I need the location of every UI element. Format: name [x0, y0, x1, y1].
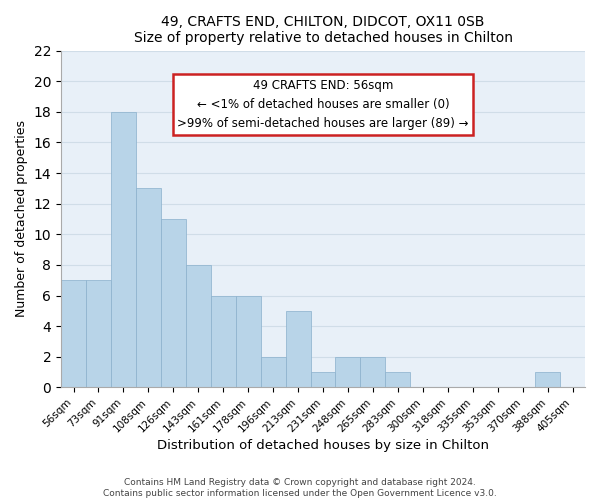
Bar [136, 188, 161, 388]
Bar [236, 296, 260, 388]
Bar [186, 265, 211, 388]
Bar [111, 112, 136, 388]
Bar [286, 311, 311, 388]
Bar [335, 356, 361, 388]
Text: 49 CRAFTS END: 56sqm
← <1% of detached houses are smaller (0)
>99% of semi-detac: 49 CRAFTS END: 56sqm ← <1% of detached h… [177, 79, 469, 130]
Bar [211, 296, 236, 388]
Bar [535, 372, 560, 388]
Bar [361, 356, 385, 388]
Bar [61, 280, 86, 388]
Bar [260, 356, 286, 388]
Bar [161, 219, 186, 388]
Y-axis label: Number of detached properties: Number of detached properties [15, 120, 28, 318]
Title: 49, CRAFTS END, CHILTON, DIDCOT, OX11 0SB
Size of property relative to detached : 49, CRAFTS END, CHILTON, DIDCOT, OX11 0S… [134, 15, 512, 45]
Bar [86, 280, 111, 388]
Text: Contains HM Land Registry data © Crown copyright and database right 2024.
Contai: Contains HM Land Registry data © Crown c… [103, 478, 497, 498]
Bar [311, 372, 335, 388]
X-axis label: Distribution of detached houses by size in Chilton: Distribution of detached houses by size … [157, 440, 489, 452]
Bar [385, 372, 410, 388]
